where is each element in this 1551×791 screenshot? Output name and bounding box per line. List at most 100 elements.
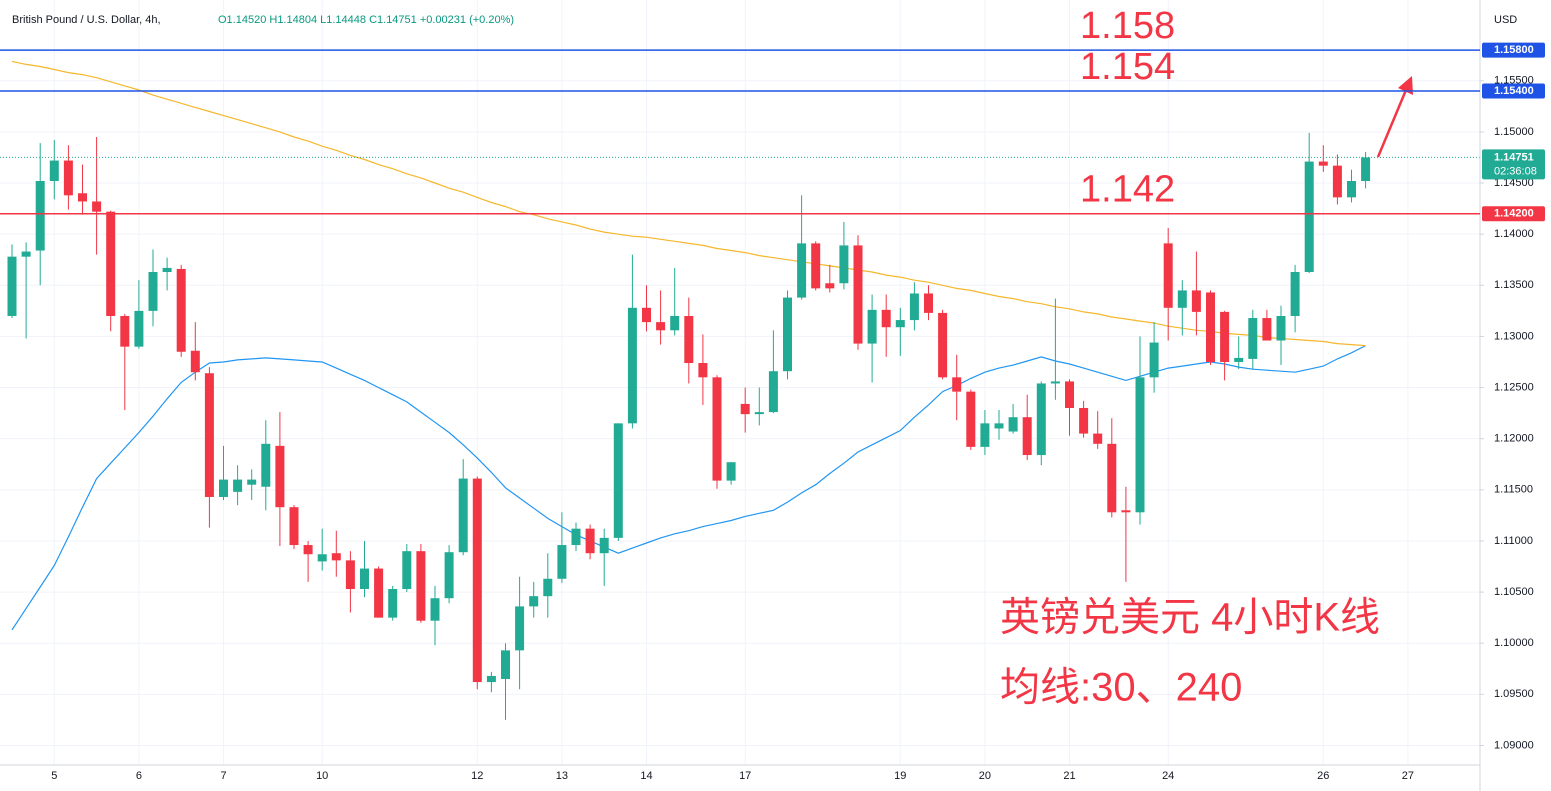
- candle-body: [1135, 377, 1145, 513]
- candle-body: [839, 245, 849, 284]
- price-tag-label: 1.15400: [1494, 85, 1534, 97]
- candle-body: [853, 245, 863, 344]
- x-tick-label: 21: [1063, 770, 1075, 782]
- candle-body: [501, 650, 510, 679]
- y-tick-label: 1.11500: [1494, 484, 1533, 496]
- candle-body: [1050, 381, 1060, 384]
- candle-body: [1107, 443, 1117, 513]
- candle-body: [656, 322, 666, 331]
- candle-body: [388, 589, 398, 618]
- x-tick-label: 10: [316, 770, 328, 782]
- candle-body: [1191, 290, 1201, 312]
- candle-body: [768, 371, 778, 413]
- y-tick-label: 1.11000: [1494, 535, 1533, 547]
- x-tick-label: 26: [1317, 770, 1329, 782]
- y-tick-label: 1.10500: [1494, 586, 1534, 598]
- y-tick-label: 1.10000: [1494, 637, 1534, 649]
- candle-body: [1163, 243, 1173, 308]
- candle-body: [726, 462, 736, 481]
- candle-body: [7, 256, 17, 316]
- candle-body: [1008, 417, 1018, 432]
- grid: [0, 0, 1480, 765]
- candle-body: [120, 315, 130, 347]
- current-price-label: 1.14751: [1494, 151, 1534, 163]
- candle-body: [938, 312, 948, 378]
- candle-body: [63, 160, 73, 196]
- y-tick-label: 1.09500: [1494, 688, 1534, 700]
- price-tag: [1482, 83, 1545, 99]
- candle-body: [444, 552, 454, 599]
- price-tag-label: 1.14200: [1494, 208, 1534, 220]
- candle-body: [1177, 290, 1187, 308]
- candle-body: [402, 551, 412, 590]
- price-tag: [1482, 206, 1545, 222]
- arrow-head: [1398, 76, 1413, 95]
- candle-body: [712, 377, 722, 481]
- y-tick-label: 1.14000: [1494, 228, 1534, 240]
- annotation: 均线:30、240: [1000, 666, 1242, 710]
- candle-body: [1276, 315, 1286, 341]
- moving-average: [11, 60, 1366, 347]
- price-tag: [1482, 42, 1545, 58]
- candle-body: [1234, 357, 1244, 362]
- candle-body: [909, 293, 919, 321]
- candle-body: [148, 272, 158, 311]
- price-tag-label: 1.15800: [1494, 44, 1534, 56]
- annotation: 英镑兑美元 4小时K线: [1000, 596, 1380, 640]
- candle-body: [374, 568, 384, 618]
- candle-body: [627, 307, 637, 424]
- candle-body: [642, 307, 651, 323]
- candle-body: [21, 251, 31, 257]
- candle-body: [78, 193, 87, 202]
- x-tick-label: 12: [471, 770, 483, 782]
- y-tick-label: 1.12000: [1494, 433, 1534, 445]
- candle-body: [980, 423, 990, 447]
- candle-body: [49, 160, 59, 181]
- x-tick-label: 20: [979, 770, 991, 782]
- candle-body: [134, 310, 144, 347]
- candle-body: [303, 545, 313, 555]
- x-tick-label: 19: [894, 770, 906, 782]
- candle-body: [289, 507, 299, 546]
- candle-body: [1036, 383, 1046, 456]
- y-tick-label: 1.15000: [1494, 126, 1534, 138]
- candle-body: [275, 445, 285, 508]
- arrow: [1376, 76, 1413, 158]
- candle-body: [92, 201, 102, 212]
- candle-body: [416, 551, 426, 621]
- candle-body: [1248, 318, 1258, 359]
- candle-body: [613, 423, 623, 538]
- candle-body: [190, 350, 200, 373]
- level-label: 1.158: [1080, 5, 1175, 47]
- candle-body: [966, 391, 976, 447]
- candle-body: [867, 309, 877, 344]
- candle-body: [811, 243, 821, 289]
- candle-body: [1093, 433, 1103, 444]
- candle-body: [952, 377, 962, 392]
- candle-body: [176, 268, 186, 352]
- candle-body: [1262, 318, 1272, 341]
- candle-body: [881, 309, 891, 328]
- candle-body: [797, 243, 807, 298]
- candle-body: [515, 606, 525, 651]
- x-tick-label: 24: [1162, 770, 1174, 782]
- ohlc-legend: O1.14520 H1.14804 L1.14448 C1.14751 +0.0…: [218, 14, 514, 26]
- candle-body: [571, 528, 581, 546]
- candle-body: [895, 320, 905, 328]
- symbol-title: British Pound / U.S. Dollar, 4h,: [12, 14, 161, 26]
- candle-body: [345, 560, 355, 590]
- candle-body: [360, 568, 369, 590]
- candle-body: [585, 528, 595, 554]
- x-tick-label: 7: [220, 770, 226, 782]
- plot: [0, 60, 1480, 720]
- candle-body: [331, 553, 341, 561]
- y-tick-label: 1.13000: [1494, 330, 1534, 342]
- candle-body: [1079, 408, 1089, 434]
- candle-body: [1149, 342, 1159, 378]
- candle-body: [754, 412, 764, 415]
- x-tick-label: 17: [739, 770, 751, 782]
- level-label: 1.154: [1080, 46, 1175, 88]
- candle-body: [557, 545, 567, 579]
- candle-body: [1318, 161, 1328, 166]
